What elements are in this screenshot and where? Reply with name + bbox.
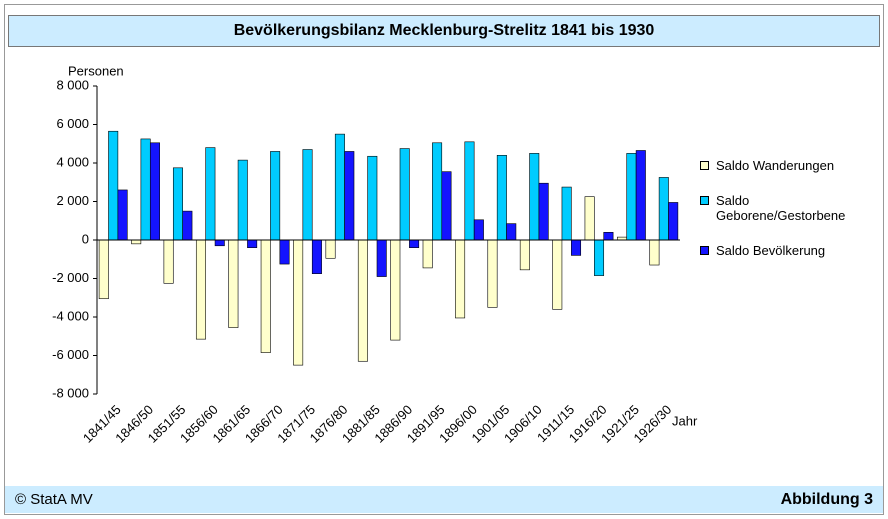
bar	[635, 150, 646, 241]
bar	[140, 138, 151, 241]
x-axis-label: Jahr	[672, 413, 698, 428]
legend-label: Saldo Wanderungen	[716, 158, 835, 173]
bar	[594, 239, 605, 276]
y-tick-label: -4 000	[52, 308, 89, 323]
bar	[552, 239, 563, 310]
legend: Saldo Wanderungen Saldo Geborene/Gestorbe…	[700, 158, 870, 278]
bar	[270, 151, 281, 241]
bar	[376, 239, 387, 277]
bar	[108, 130, 119, 241]
bar	[496, 155, 507, 241]
bar	[658, 177, 669, 241]
bar	[603, 232, 614, 241]
bar	[334, 133, 345, 241]
bar	[519, 239, 530, 271]
bar	[344, 151, 355, 241]
bar	[473, 219, 484, 241]
bar	[302, 149, 313, 241]
legend-entry: Saldo Wanderungen	[700, 158, 870, 173]
y-tick-label: 4 000	[56, 154, 89, 169]
y-axis-label: Personen	[68, 63, 124, 78]
bar	[529, 153, 540, 241]
bar	[214, 239, 225, 247]
bar	[455, 239, 466, 319]
bar	[584, 196, 595, 241]
bar	[149, 142, 160, 241]
legend-label: Saldo Bevölkerung	[716, 243, 826, 258]
bar	[98, 239, 109, 300]
legend-swatch	[700, 196, 709, 205]
bar	[293, 239, 304, 366]
bar	[432, 142, 443, 241]
y-tick-label: -8 000	[52, 385, 89, 400]
frame	[4, 4, 884, 515]
bar	[668, 202, 679, 241]
bar	[195, 239, 206, 340]
y-tick-label: -6 000	[52, 347, 89, 362]
bar	[441, 171, 452, 241]
bar	[464, 141, 475, 241]
bar	[131, 239, 142, 245]
bar	[247, 239, 258, 248]
bar	[506, 223, 517, 241]
y-tick-label: 8 000	[56, 77, 89, 92]
bar	[538, 182, 549, 241]
bar	[237, 159, 248, 241]
bar	[172, 167, 183, 241]
legend-label: Saldo Geborene/Gestorbene	[716, 193, 846, 223]
y-tick-label: 6 000	[56, 116, 89, 131]
bar	[561, 186, 572, 241]
bar	[409, 239, 420, 248]
bar	[205, 147, 216, 241]
chart-title: Bevölkerungsbilanz Mecklenburg-Strelitz …	[8, 15, 880, 47]
legend-entry: Saldo Bevölkerung	[700, 243, 870, 258]
bar	[487, 239, 498, 308]
bar	[311, 239, 322, 274]
bar	[279, 239, 290, 265]
bar	[163, 239, 174, 284]
bar	[325, 239, 336, 259]
legend-swatch	[700, 161, 709, 170]
bar	[390, 239, 401, 341]
legend-entry: Saldo Geborene/Gestorbene	[700, 193, 856, 223]
bar	[228, 239, 239, 328]
bar	[357, 239, 368, 362]
bar	[182, 210, 193, 241]
bar	[571, 239, 582, 256]
bar	[367, 155, 378, 241]
y-tick-label: 2 000	[56, 193, 89, 208]
bar	[117, 189, 128, 241]
bar	[422, 239, 433, 269]
bar	[399, 148, 410, 241]
source: © StatA MV	[15, 491, 93, 508]
y-tick-label: 0	[82, 231, 89, 246]
y-tick-label: -2 000	[52, 270, 89, 285]
legend-swatch	[700, 246, 709, 255]
figure-label: Abbildung 3	[780, 491, 873, 508]
bar	[626, 153, 637, 241]
bar	[260, 239, 271, 353]
footer: © StatA MV Abbildung 3	[5, 486, 883, 513]
bar	[649, 239, 660, 266]
